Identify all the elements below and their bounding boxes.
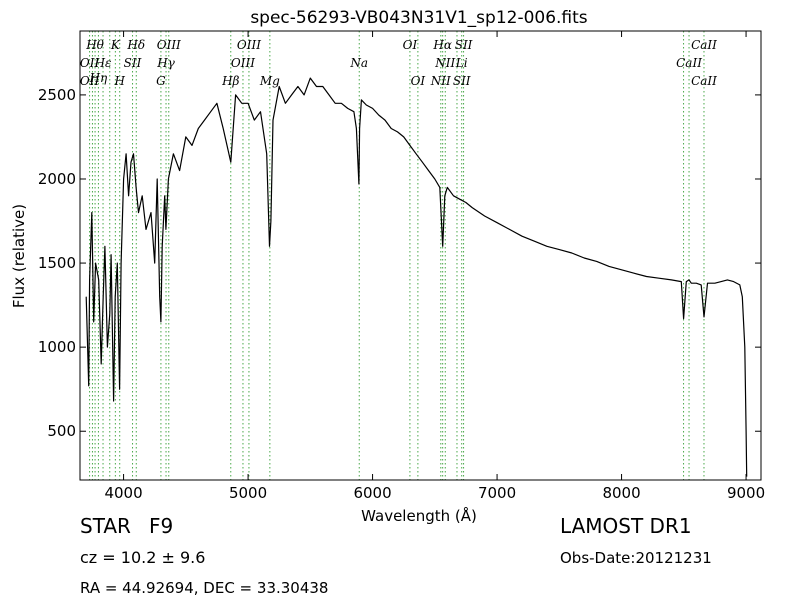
emission-line-markers — [89, 31, 705, 480]
line-label: Na — [349, 56, 368, 70]
line-label: H — [113, 74, 125, 88]
x-tick-label: 8000 — [602, 484, 640, 502]
line-label: CaII — [691, 74, 717, 88]
object-class: STAR F9 — [80, 514, 173, 538]
line-label: Hη — [89, 71, 108, 85]
spectrum-series — [85, 77, 748, 477]
line-label: SII — [124, 56, 142, 70]
line-label: CaII — [691, 38, 717, 52]
line-label: NII — [434, 56, 455, 70]
spectrum-line — [85, 77, 748, 477]
line-label: CaII — [676, 56, 702, 70]
line-label: OII — [80, 56, 100, 70]
object-subclass-label: F9 — [148, 514, 174, 538]
line-label: OIII — [231, 56, 255, 70]
y-tick-label: 2500 — [38, 86, 76, 104]
line-label: Mg — [259, 74, 280, 88]
line-label: SII — [453, 74, 471, 88]
line-label: NII — [430, 74, 451, 88]
line-label: OIII — [237, 38, 261, 52]
x-tick-label: 6000 — [353, 484, 391, 502]
survey-name: LAMOST DR1 — [560, 514, 692, 538]
line-label: OII — [80, 74, 100, 88]
y-tick-label: 2000 — [38, 170, 76, 188]
line-label: Hβ — [221, 74, 239, 88]
line-label: OI — [411, 74, 426, 88]
y-tick-label: 1500 — [38, 254, 76, 272]
line-label: OIII — [157, 38, 181, 52]
redshift-readout: cz = 10.2 ± 9.6 — [80, 548, 206, 567]
y-tick-label: 500 — [47, 422, 76, 440]
object-class-label: STAR — [80, 514, 131, 538]
y-axis-label: Flux (relative) — [10, 204, 28, 308]
x-tick-label: 4000 — [104, 484, 142, 502]
y-axis-ticks: 500 1000 1500 2000 2500 — [38, 86, 761, 440]
observation-date: Obs-Date:20121231 — [560, 549, 712, 567]
line-label: Hθ — [85, 38, 104, 52]
x-tick-label: 5000 — [229, 484, 267, 502]
plot-frame — [79, 30, 762, 481]
y-tick-label: 1000 — [38, 338, 76, 356]
line-label: Hδ — [126, 38, 145, 52]
line-label: K — [110, 38, 121, 52]
line-label: SII — [455, 38, 473, 52]
x-tick-label: 7000 — [478, 484, 516, 502]
line-label: Hε — [94, 56, 112, 70]
line-label: G — [156, 74, 166, 88]
x-axis-ticks: 4000 5000 6000 7000 8000 9000 — [104, 31, 765, 502]
x-tick-label: 9000 — [727, 484, 765, 502]
x-axis-label: Wavelength (Å) — [361, 506, 477, 525]
chart-title: spec-56293-VB043N31V1_sp12-006.fits — [250, 8, 587, 28]
line-label: Li — [455, 56, 468, 70]
line-label: OI — [403, 38, 418, 52]
line-label: Hα — [432, 38, 452, 52]
line-label: Hγ — [156, 56, 175, 70]
coordinates-readout: RA = 44.92694, DEC = 33.30438 — [80, 579, 329, 597]
